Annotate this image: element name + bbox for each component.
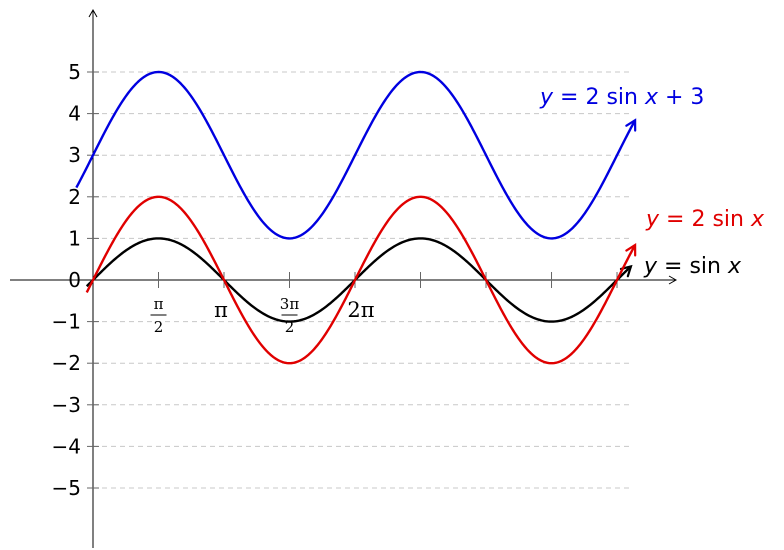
series-curves — [75, 70, 637, 365]
x-tick-label: π2 — [150, 295, 167, 336]
series-arrowhead — [625, 118, 637, 132]
y-tick-label: 5 — [68, 60, 81, 84]
curve-label-part: x — [727, 254, 742, 279]
x-tick-label: 2π — [347, 298, 374, 322]
series-arrowhead — [625, 243, 637, 257]
x-tick-label-denominator: 2 — [154, 318, 164, 336]
curve-labels: y = sin xy = 2 sin xy = 2 sin x + 3 — [539, 85, 765, 279]
series-line — [85, 237, 632, 323]
y-axis-arrow — [88, 8, 98, 18]
y-tick-label: 1 — [68, 226, 81, 250]
x-tick-label-numerator: 3π — [280, 295, 300, 313]
x-tick-label: π — [214, 298, 228, 322]
curve-label: y = 2 sin x — [645, 207, 765, 232]
x-tick-label-numerator: π — [154, 295, 164, 313]
x-tick-label-denominator: 2 — [285, 318, 295, 336]
y-tick-label: 2 — [68, 185, 81, 209]
y-tick-label: −1 — [52, 310, 81, 334]
curve-label: y = sin x — [643, 254, 742, 279]
curve-label-part: + 3 — [658, 85, 704, 110]
y-tick-label: −2 — [52, 351, 81, 375]
y-tick-label: 4 — [68, 102, 81, 126]
curve-label-part: y — [643, 254, 658, 279]
y-tick-label: −3 — [52, 393, 81, 417]
curve-label-part: y — [645, 207, 660, 232]
curve-label: y = 2 sin x + 3 — [539, 85, 704, 110]
y-tick-label: −4 — [52, 434, 81, 458]
series-line — [85, 195, 637, 365]
curve-label-part: x — [750, 207, 765, 232]
curve-label-part: x — [644, 85, 659, 110]
x-tick-label: 3π2 — [280, 295, 300, 336]
y-tick-label: 3 — [68, 143, 81, 167]
curve-label-part: = 2 sin — [659, 207, 751, 232]
y-tick-label: 0 — [68, 268, 81, 292]
y-tick-label: −5 — [52, 476, 81, 500]
series-line — [75, 70, 637, 240]
x-axis-arrow — [668, 275, 678, 285]
curve-label-part: = sin — [657, 254, 728, 279]
curve-label-part: y — [539, 85, 554, 110]
curve-label-part: = 2 sin — [553, 85, 645, 110]
